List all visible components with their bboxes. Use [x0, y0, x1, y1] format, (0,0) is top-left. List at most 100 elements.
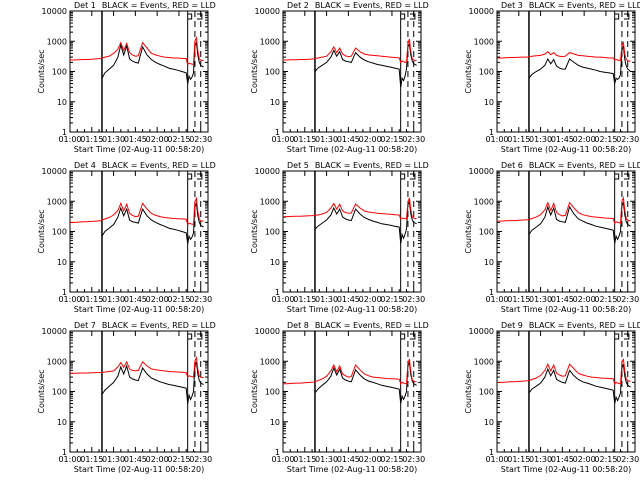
panel-title: Det 8 BLACK = Events, RED = LLD	[287, 321, 429, 330]
panel-title-det: Det 7	[74, 321, 96, 330]
x-tick-label: 01:00	[271, 135, 294, 144]
y-tick-label: 1000	[260, 197, 280, 206]
panel-title: Det 9 BLACK = Events, RED = LLD	[501, 321, 640, 330]
y-tick-label: 10000	[469, 327, 494, 336]
bracket-mark	[614, 173, 620, 180]
x-tick-label: 01:30	[529, 295, 552, 304]
y-tick-label: 1000	[47, 197, 67, 206]
y-tick-label: 1000	[474, 197, 494, 206]
y-tick-label: 1	[275, 288, 280, 297]
bracket-mark	[187, 333, 193, 340]
bracket-mark	[187, 13, 193, 20]
x-tick-label: 02:30	[616, 295, 639, 304]
y-tick-label: 1000	[260, 37, 280, 46]
panel-title: Det 6 BLACK = Events, RED = LLD	[501, 161, 640, 170]
y-tick-label: 1	[489, 448, 494, 457]
y-tick-label: 100	[479, 68, 494, 77]
x-tick-label: 02:00	[359, 455, 382, 464]
x-tick-label: 02:30	[189, 295, 212, 304]
x-tick-label: 01:00	[58, 135, 81, 144]
y-tick-label: 1000	[47, 37, 67, 46]
y-tick-label: 10	[484, 258, 494, 267]
y-tick-label: 1	[489, 288, 494, 297]
y-axis-label: Counts/sec	[464, 49, 473, 93]
panel-title: Det 1 BLACK = Events, RED = LLD	[74, 1, 216, 10]
x-tick-label: 01:30	[315, 135, 338, 144]
x-tick-label: 02:30	[402, 135, 425, 144]
x-tick-label: 02:30	[402, 295, 425, 304]
y-tick-label: 10	[57, 98, 67, 107]
events-series-line	[101, 40, 204, 84]
x-tick-label: 02:30	[402, 455, 425, 464]
lld-series-line	[283, 38, 417, 64]
y-tick-label: 100	[52, 388, 67, 397]
y-tick-label: 10000	[469, 167, 494, 176]
y-axis-label: Counts/sec	[464, 369, 473, 413]
panel-title: Det 3 BLACK = Events, RED = LLD	[501, 1, 640, 10]
panel-legend-text: BLACK = Events, RED = LLD	[315, 321, 429, 330]
y-tick-label: 100	[52, 68, 67, 77]
panel-legend-text: BLACK = Events, RED = LLD	[315, 161, 429, 170]
x-tick-label: 01:30	[102, 455, 125, 464]
lld-series-line	[497, 358, 631, 385]
x-tick-label: 02:00	[146, 135, 169, 144]
x-tick-label: 01:15	[80, 295, 103, 304]
panel-det-1: Det 1 BLACK = Events, RED = LLD 1 10 100 1000…	[37, 1, 216, 154]
x-tick-label: 02:30	[189, 135, 212, 144]
panel-legend-text: BLACK = Events, RED = LLD	[102, 321, 216, 330]
x-tick-label: 01:15	[507, 295, 530, 304]
panel-legend-text: BLACK = Events, RED = LLD	[529, 1, 640, 10]
y-tick-label: 10000	[255, 7, 280, 16]
y-tick-label: 100	[52, 228, 67, 237]
x-tick-label: 02:15	[594, 295, 617, 304]
x-tick-label: 01:15	[293, 135, 316, 144]
x-tick-label: 01:30	[315, 455, 338, 464]
x-tick-label: 01:15	[507, 135, 530, 144]
panel-legend-text: BLACK = Events, RED = LLD	[102, 161, 216, 170]
panel-title-det: Det 9	[501, 321, 523, 330]
x-tick-label: 01:45	[124, 455, 147, 464]
x-axis-label: Start Time (02-Aug-11 00:58:20)	[287, 145, 418, 154]
x-tick-label: 01:45	[337, 295, 360, 304]
x-tick-label: 01:00	[485, 455, 508, 464]
panel-det-8: Det 8 BLACK = Events, RED = LLD 1 10 100 1000…	[250, 321, 429, 474]
bracket-mark	[187, 173, 193, 180]
panel-title: Det 7 BLACK = Events, RED = LLD	[74, 321, 216, 330]
panel-legend-text: BLACK = Events, RED = LLD	[529, 321, 640, 330]
events-series-line	[528, 45, 631, 84]
x-tick-label: 01:30	[102, 135, 125, 144]
panel-det-3: Det 3 BLACK = Events, RED = LLD 1 10 100 1000…	[464, 1, 640, 154]
lld-series-line	[283, 197, 417, 220]
y-tick-label: 10000	[255, 327, 280, 336]
x-tick-label: 01:30	[529, 455, 552, 464]
y-tick-label: 10000	[42, 7, 67, 16]
x-tick-label: 01:45	[337, 455, 360, 464]
panel-title-det: Det 6	[501, 161, 523, 170]
lld-series-line	[70, 196, 204, 226]
x-tick-label: 02:00	[146, 455, 169, 464]
panel-legend-text: BLACK = Events, RED = LLD	[315, 1, 429, 10]
panel-title-det: Det 1	[74, 1, 96, 10]
panel-det-4: Det 4 BLACK = Events, RED = LLD 1 10 100 1000…	[37, 161, 216, 314]
bracket-mark-2	[196, 333, 203, 340]
x-tick-label: 02:15	[380, 295, 403, 304]
lld-series-line	[70, 355, 204, 378]
bracket-mark-2	[623, 13, 630, 20]
y-tick-label: 10000	[469, 7, 494, 16]
x-tick-label: 02:00	[573, 135, 596, 144]
bracket-mark-2	[196, 13, 203, 20]
y-axis-label: Counts/sec	[37, 209, 46, 253]
x-tick-label: 01:00	[485, 135, 508, 144]
panel-title-det: Det 4	[74, 161, 96, 170]
x-tick-label: 02:15	[380, 135, 403, 144]
y-axis-label: Counts/sec	[37, 49, 46, 93]
panel-title: Det 2 BLACK = Events, RED = LLD	[287, 1, 429, 10]
panel-det-5: Det 5 BLACK = Events, RED = LLD 1 10 100 1000…	[250, 161, 429, 314]
lld-series-line	[283, 358, 417, 385]
x-tick-label: 01:15	[507, 455, 530, 464]
x-tick-label: 01:30	[102, 295, 125, 304]
bracket-mark-2	[623, 333, 630, 340]
x-tick-label: 02:15	[167, 295, 190, 304]
y-tick-label: 100	[265, 228, 280, 237]
